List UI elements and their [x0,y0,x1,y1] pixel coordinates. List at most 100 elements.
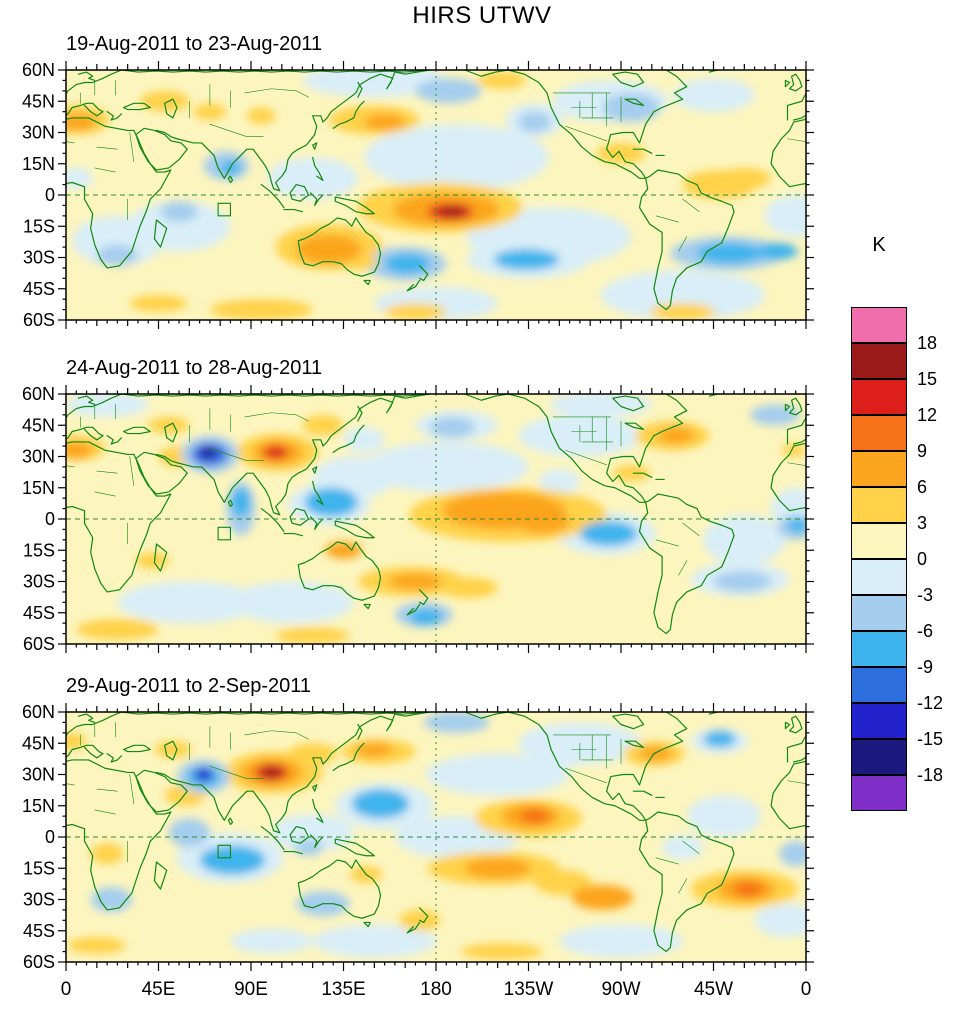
anomaly-blob [440,206,465,217]
anomaly-blob [230,581,354,624]
lat-tick-label: 15N [22,478,55,498]
anomaly-blob [703,730,737,748]
panel-3-map: 60N 45N 30N 15N 0 15S 30S 45S 60S 0 45E 90E 135E 180 1… [4,702,816,1013]
colorbar-tick-label: -9 [917,657,934,677]
anomaly-blob [549,391,652,417]
map-layer [4,712,816,962]
map-margin-mask [4,962,816,1011]
anomaly-blob [66,391,149,417]
lat-tick-label: 60N [22,384,55,404]
colorbar-swatch [851,379,907,415]
lat-tick-label: 45S [23,279,55,299]
lat-tick-label: 30S [23,572,55,592]
anomaly-blob [658,427,695,444]
lat-tick-label: 45S [23,603,55,623]
colorbar: K 18 15 12 9 6 3 0 -3 -6 -9 -12 -15 -18 [851,234,963,811]
lat-tick-label: 0 [45,509,55,529]
anomaly-blob [343,427,385,453]
colorbar-tick-label: 12 [917,405,938,425]
anomaly-blob [384,253,430,275]
anomaly-blob [314,489,344,507]
anomaly-blob [160,201,198,223]
anomaly-blob [639,746,673,761]
anomaly-blob [686,795,761,837]
anomaly-blob [544,741,595,767]
colorbar-tick-label: -18 [917,765,944,785]
lat-tick-label: 30S [23,248,55,268]
anomaly-blob [267,157,358,200]
anomaly-blob [76,619,159,640]
anomaly-blob [538,469,580,494]
axis-ticks [58,61,814,329]
anomaly-blob [68,937,126,954]
anomaly-blob [59,441,93,459]
anomaly-blob [388,573,443,590]
anomaly-blob [754,903,817,937]
anomaly-blob [717,167,772,189]
axis-ticks [58,703,814,971]
anomaly-blob [703,514,786,565]
anomaly-blob [218,848,256,868]
anomaly-blob [579,521,638,547]
lon-tick-label: 0 [801,979,812,1000]
region-box [218,527,230,540]
anomaly-blob [516,508,570,534]
anomaly-blob [477,72,527,89]
anomaly-blob [230,928,313,954]
anomaly-blob [734,881,763,897]
anomaly-blob [135,552,169,569]
colorbar-unit-label: K [872,234,886,256]
map-margin-mask [4,384,66,674]
map-margin-mask [4,60,816,70]
colorbar-swatch [851,451,907,487]
lat-tick-label: 60S [23,952,55,972]
anomaly-blob [384,303,447,320]
lat-tick-label: 30N [22,765,55,785]
map-layer [4,63,816,320]
lon-tick-label: 45E [142,979,176,1000]
lat-tick-label: 15S [23,858,55,878]
lon-tick-label: 0 [61,979,72,1000]
anomaly-blob [571,884,634,910]
colorbar-tick-label: -15 [917,729,944,749]
colorbar-tick-label: 9 [917,441,928,461]
world-coastlines [4,712,430,952]
anomaly-blob [296,234,362,264]
lon-tick-label: 135W [504,979,554,1000]
map-layer [4,391,816,644]
world-coastlines [4,70,430,310]
map-margin-mask [4,702,816,712]
colorbar-swatch [851,631,907,667]
anomaly-blob [168,818,210,848]
lat-tick-label: 60S [23,310,55,330]
anomaly-blob [312,924,436,958]
anomaly-blob [231,487,250,517]
anomaly-blob [520,808,550,824]
anomaly-blob [96,245,138,266]
colorbar-swatch [851,703,907,739]
anomaly-blob [364,441,529,492]
lat-tick-label: 15N [22,796,55,816]
colorbar-tick-label: 3 [917,513,928,533]
anomaly-blob [612,464,650,482]
anomaly-blob [464,857,531,879]
anomaly-blob [72,215,163,266]
anomaly-blob [787,517,809,533]
anomaly-blob [209,299,313,320]
colorbar-swatch [851,667,907,703]
lon-tick-label: 45W [694,979,733,1000]
map-margin-mask [806,60,816,350]
colorbar-swatch [851,559,907,595]
anomaly-blob [201,448,215,457]
colorbar-swatch [851,343,907,379]
map-margin-mask [806,384,816,674]
anomaly-blob [425,753,570,796]
anomaly-blob [493,249,560,270]
map-margin-mask [4,644,816,674]
colorbar-swatch [851,739,907,775]
lat-tick-label: 60N [22,702,55,722]
region-box [218,203,230,216]
map-margin-mask [4,702,66,1011]
colorbar-swatch [851,307,907,343]
